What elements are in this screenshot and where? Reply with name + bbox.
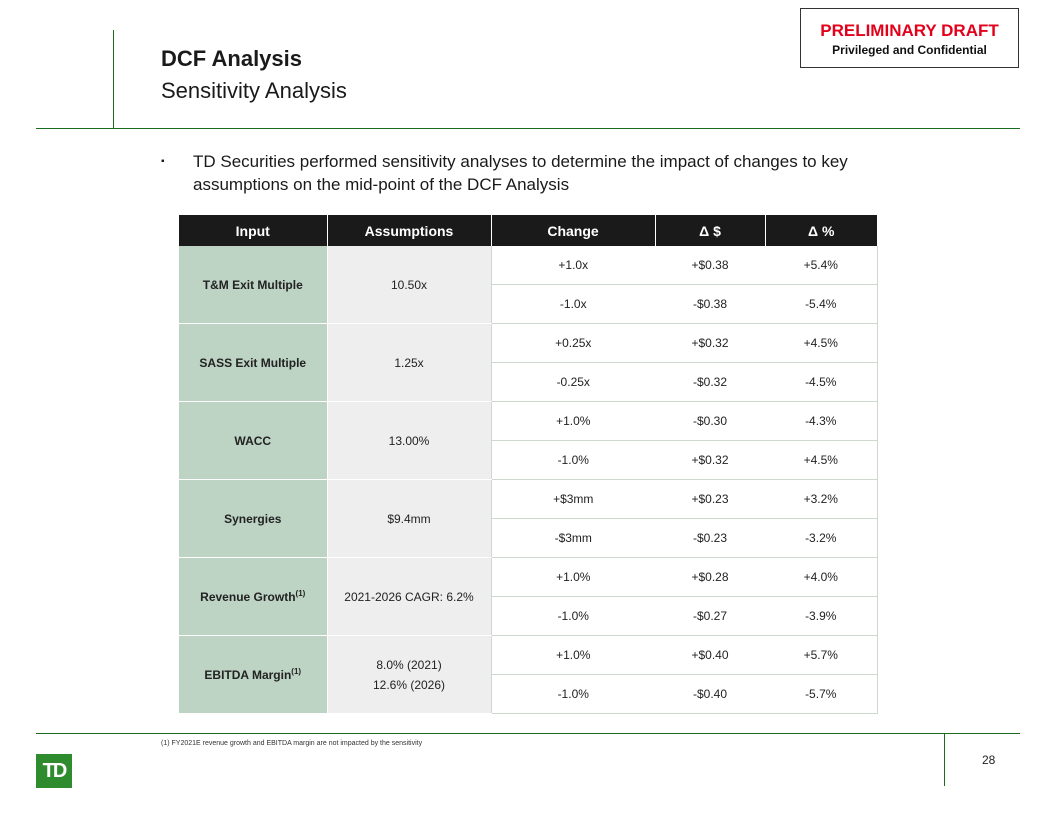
change-cell: -1.0x (490, 284, 655, 324)
footnote: (1) FY2021E revenue growth and EBITDA ma… (161, 740, 423, 747)
table-row: Synergies $9.4mm +$3mm +$0.23 +3.2% (179, 479, 878, 558)
input-label: Synergies (224, 511, 282, 526)
change-cell: -$3mm (490, 518, 655, 558)
table-row: -$3mm -$0.23 -3.2% (179, 518, 878, 558)
input-label: T&M Exit Multiple (202, 277, 303, 292)
change-cell: +0.25x (490, 323, 655, 363)
change-cell: -1.0% (490, 440, 655, 480)
table-header-row: Input Assumptions Change Δ $ Δ % (179, 215, 877, 246)
delta-percent-cell: -4.3% (765, 401, 878, 441)
bullet-square-icon: ▪ (161, 156, 165, 167)
input-label: Revenue Growth (200, 590, 296, 604)
header-delta-dollar: Δ $ (654, 215, 765, 246)
delta-percent-cell: -5.7% (765, 674, 878, 714)
change-cell: +1.0% (490, 635, 655, 675)
assumption-value: $9.4mm (387, 511, 431, 526)
delta-dollar-cell: -$0.38 (655, 284, 765, 324)
input-cell: T&M Exit Multiple (179, 246, 327, 324)
header-vertical-rule (113, 30, 114, 129)
delta-dollar-cell: -$0.32 (655, 362, 765, 402)
delta-percent-cell: +4.5% (765, 440, 878, 480)
assumption-value: 1.25x (394, 355, 424, 370)
header-change: Change (490, 215, 655, 246)
assumption-value: 13.00% (388, 433, 430, 448)
assumption-value: 8.0% (2021) (376, 657, 442, 672)
assumption-value: 10.50x (390, 277, 428, 292)
change-cell: -1.0% (490, 596, 655, 636)
delta-percent-cell: +3.2% (765, 479, 878, 519)
input-cell: SASS Exit Multiple (179, 323, 327, 402)
assumption-cell: 10.50x (326, 246, 491, 324)
confidential-label: Privileged and Confidential (832, 43, 987, 57)
delta-dollar-cell: -$0.30 (655, 401, 765, 441)
table-row: SASS Exit Multiple 1.25x +0.25x +$0.32 +4.5% (179, 323, 878, 402)
page-subtitle: Sensitivity Analysis (161, 78, 347, 103)
delta-percent-cell: -4.5% (765, 362, 878, 402)
footer-vertical-rule (944, 733, 945, 786)
assumption-cell: 2021-2026 CAGR: 6.2% (326, 557, 491, 636)
table-row: -1.0% +$0.32 +4.5% (179, 440, 878, 480)
input-cell: Synergies (179, 479, 327, 558)
header-delta-percent: Δ % (764, 215, 877, 246)
table-row: EBITDA Margin(1) 8.0% (2021) 12.6% (2026) +… (179, 635, 878, 714)
delta-dollar-cell: +$0.38 (655, 246, 765, 285)
input-cell: Revenue Growth(1) (179, 557, 327, 636)
draft-stamp: PRELIMINARY DRAFT Privileged and Confide… (800, 8, 1019, 68)
change-cell: +1.0x (490, 246, 655, 285)
header-assumptions: Assumptions (326, 215, 491, 246)
change-cell: -1.0% (490, 674, 655, 714)
footnote-marker: (1) (295, 589, 306, 598)
page-number: 28 (982, 753, 996, 767)
input-cell: WACC (179, 401, 327, 480)
change-cell: -0.25x (490, 362, 655, 402)
page-title: DCF Analysis (161, 46, 303, 71)
header-input: Input (179, 215, 327, 246)
footer-horizontal-rule (36, 733, 1020, 734)
input-label: SASS Exit Multiple (199, 355, 307, 370)
change-cell: +1.0% (490, 557, 655, 597)
draft-label: PRELIMINARY DRAFT (820, 21, 999, 40)
delta-dollar-cell: +$0.23 (655, 479, 765, 519)
assumption-cell: 1.25x (326, 323, 491, 402)
delta-percent-cell: +4.0% (765, 557, 878, 597)
summary-bullet: ▪ TD Securities performed sensitivity an… (161, 150, 881, 196)
delta-percent-cell: +4.5% (765, 323, 878, 363)
table-row: WACC 13.00% +1.0% -$0.30 -4.3% (179, 401, 878, 480)
header-horizontal-rule (36, 128, 1020, 129)
assumption-cell: 8.0% (2021) 12.6% (2026) (326, 635, 491, 714)
input-label: WACC (234, 433, 272, 448)
delta-percent-cell: -5.4% (765, 284, 878, 324)
assumption-value: 2021-2026 CAGR: 6.2% (344, 589, 474, 604)
delta-dollar-cell: +$0.32 (655, 323, 765, 363)
delta-dollar-cell: -$0.23 (655, 518, 765, 558)
assumption-value: 12.6% (2026) (372, 677, 446, 692)
sensitivity-table: Input Assumptions Change Δ $ Δ % T&M Exi… (179, 215, 878, 714)
td-logo-icon: TD (36, 754, 72, 788)
assumption-cell: 13.00% (326, 401, 491, 480)
table-row: -0.25x -$0.32 -4.5% (179, 362, 878, 402)
delta-dollar-cell: +$0.28 (655, 557, 765, 597)
delta-percent-cell: +5.7% (765, 635, 878, 675)
table-row: -1.0% -$0.27 -3.9% (179, 596, 878, 636)
input-cell: EBITDA Margin(1) (179, 635, 327, 714)
change-cell: +1.0% (490, 401, 655, 441)
change-cell: +$3mm (490, 479, 655, 519)
table-row: Revenue Growth(1) 2021-2026 CAGR: 6.2% +1.… (179, 557, 878, 636)
input-label: EBITDA Margin (204, 668, 292, 682)
bullet-text: TD Securities performed sensitivity anal… (193, 152, 848, 194)
delta-percent-cell: +5.4% (765, 246, 878, 285)
delta-percent-cell: -3.9% (765, 596, 878, 636)
delta-dollar-cell: +$0.40 (655, 635, 765, 675)
delta-percent-cell: -3.2% (765, 518, 878, 558)
table-row: T&M Exit Multiple 10.50x +1.0x +$0.38 +5.4% (179, 246, 878, 324)
footnote-marker: (1) (291, 667, 302, 676)
delta-dollar-cell: -$0.27 (655, 596, 765, 636)
delta-dollar-cell: -$0.40 (655, 674, 765, 714)
table-row: -1.0x -$0.38 -5.4% (179, 284, 878, 324)
delta-dollar-cell: +$0.32 (655, 440, 765, 480)
table-row: -1.0% -$0.40 -5.7% (179, 674, 878, 714)
assumption-cell: $9.4mm (326, 479, 491, 558)
